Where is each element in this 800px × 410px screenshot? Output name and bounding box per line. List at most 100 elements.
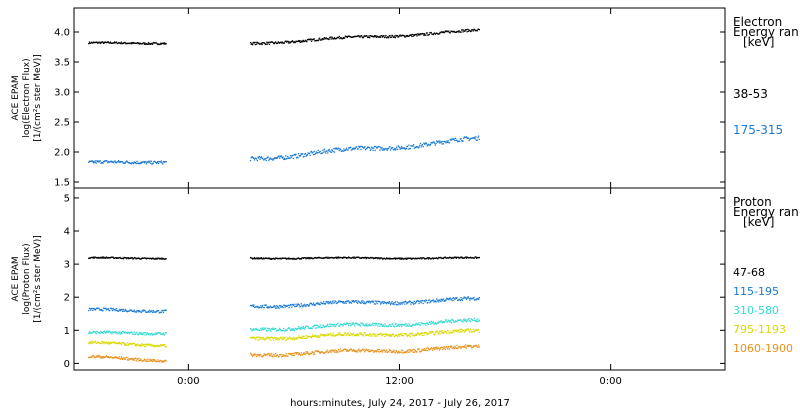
data-point (385, 324, 387, 327)
data-point (316, 302, 319, 304)
data-point (306, 325, 308, 327)
data-point (337, 148, 339, 150)
data-point (478, 29, 480, 31)
data-point (393, 257, 395, 260)
data-point (471, 297, 474, 300)
data-point (105, 307, 107, 309)
data-point (293, 354, 296, 356)
data-point (287, 258, 289, 260)
data-point (310, 150, 313, 153)
data-point (321, 334, 323, 336)
data-point (360, 35, 363, 37)
data-point (112, 357, 114, 359)
data-point (383, 302, 386, 304)
y-tick-label: 2.5 (54, 118, 70, 129)
data-point (117, 357, 119, 359)
data-point (414, 303, 416, 305)
data-point (303, 257, 305, 259)
data-point (461, 346, 463, 348)
legend-title: [keV] (743, 215, 774, 229)
data-point (299, 306, 301, 308)
data-point (473, 331, 476, 333)
data-point (447, 319, 449, 321)
data-point (125, 309, 127, 312)
data-point (259, 329, 261, 331)
data-point (156, 161, 158, 164)
data-point (300, 153, 302, 155)
data-point (323, 148, 325, 150)
data-point (289, 157, 291, 159)
data-point (372, 301, 374, 303)
data-point (281, 306, 284, 308)
data-point (360, 350, 363, 352)
data-point (260, 157, 262, 159)
data-point (279, 354, 281, 356)
data-point (126, 161, 129, 163)
data-point (262, 258, 264, 260)
data-point (315, 40, 317, 42)
data-point (416, 258, 418, 260)
data-point (103, 256, 105, 258)
data-point (455, 297, 457, 299)
data-point (387, 326, 389, 328)
data-point (298, 304, 300, 306)
data-point (392, 351, 394, 353)
data-point (381, 349, 383, 351)
data-point (122, 42, 124, 44)
data-point (107, 41, 110, 43)
data-point (269, 157, 271, 159)
data-point (368, 325, 370, 327)
data-point (287, 327, 290, 329)
data-point (108, 257, 110, 259)
data-point (128, 42, 131, 45)
data-point (107, 330, 109, 332)
data-point (419, 300, 422, 302)
data-point (449, 138, 451, 141)
data-point (411, 325, 413, 327)
x-tick-label: 0:00 (177, 376, 199, 387)
data-point (105, 257, 107, 259)
data-point (404, 257, 407, 259)
data-point (149, 162, 152, 164)
data-point (88, 332, 90, 334)
data-point (368, 35, 370, 37)
data-point (288, 337, 290, 339)
data-point (412, 145, 414, 147)
data-point (324, 326, 326, 328)
data-point (300, 305, 302, 307)
data-point (89, 257, 91, 259)
data-point (268, 337, 271, 340)
data-point (429, 144, 431, 147)
data-point (330, 151, 332, 153)
data-point (102, 357, 104, 359)
data-point (417, 348, 419, 350)
data-point (321, 257, 323, 259)
data-point (452, 299, 454, 302)
data-point (251, 42, 253, 45)
data-point (478, 329, 480, 331)
data-point (315, 151, 317, 153)
data-point (340, 301, 342, 303)
data-point (328, 148, 330, 151)
data-point (268, 257, 270, 259)
data-point (352, 349, 355, 351)
data-point (334, 300, 336, 302)
data-point (375, 300, 377, 302)
data-point (436, 346, 438, 348)
data-point (354, 350, 356, 353)
data-point (471, 319, 474, 321)
data-point (258, 156, 260, 158)
data-point (373, 257, 375, 260)
y-tick-label: 5 (64, 193, 70, 204)
data-point (309, 154, 311, 156)
data-point (414, 334, 416, 337)
data-point (261, 328, 263, 330)
data-point (357, 349, 359, 351)
data-point (333, 151, 336, 153)
data-point (270, 336, 273, 338)
data-point (455, 329, 457, 332)
data-point (304, 305, 307, 307)
data-point (252, 353, 254, 356)
data-point (344, 332, 346, 335)
data-point (297, 157, 299, 159)
